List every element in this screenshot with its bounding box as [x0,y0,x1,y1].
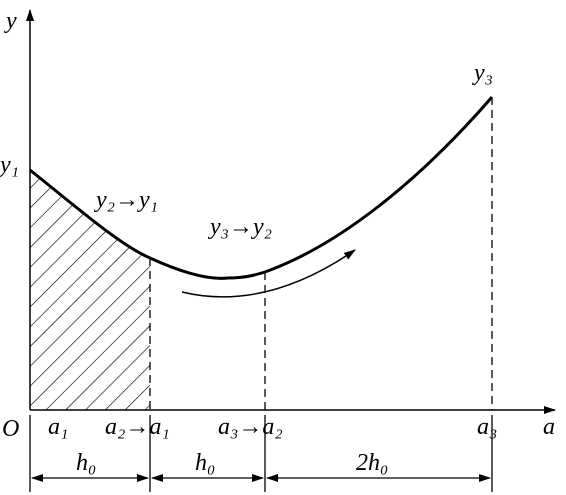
point-label: a₁ [48,414,68,440]
curve-label: y₂→y₁ [94,187,158,213]
curve [29,96,494,280]
origin-label: O [2,416,19,442]
point-label: a₃ [477,414,497,440]
axis-label: y [4,8,17,34]
axis-label: a [543,414,555,440]
interval-label: h₀ [195,450,215,476]
dimension-lines [29,415,493,492]
motion-arrow [181,249,356,298]
point-label: a₃→a₂ [218,414,283,440]
interval-label: 2h₀ [356,450,388,476]
curve-label: y₃→y₂ [208,214,272,240]
curve-label: y₃ [472,60,493,86]
point-label: a₂→a₁ [105,414,170,440]
interval-label: h₀ [76,450,96,476]
curve-label: y₁ [0,152,19,178]
